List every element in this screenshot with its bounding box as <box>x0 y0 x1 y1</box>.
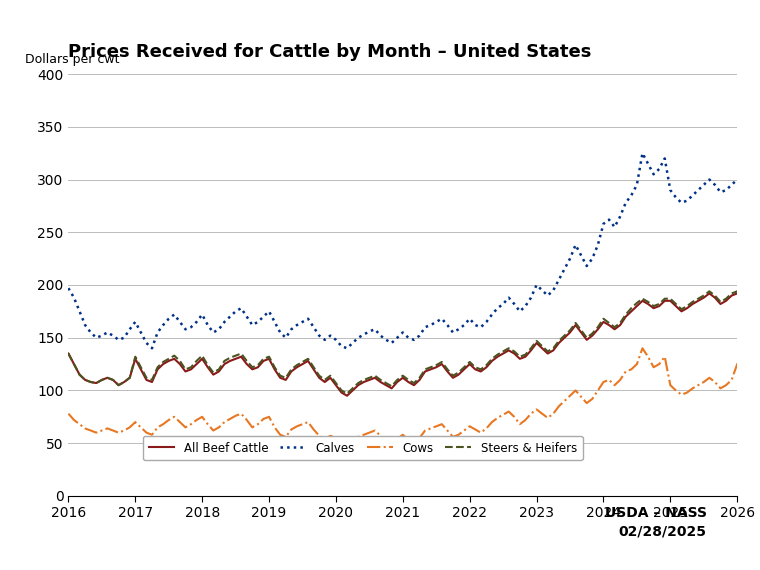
Line: Steers & Heifers: Steers & Heifers <box>68 283 760 394</box>
All Beef Cattle <box>515 356 524 363</box>
All Beef Cattle <box>343 392 352 399</box>
All Beef Cattle <box>477 368 486 375</box>
All Beef Cattle <box>721 298 730 304</box>
Calves <box>64 285 73 292</box>
Text: Dollars per cwt: Dollars per cwt <box>25 52 119 66</box>
Steers & Heifers <box>64 350 73 357</box>
All Beef Cattle <box>97 376 106 383</box>
Calves <box>97 332 106 339</box>
Cows <box>97 427 106 434</box>
Text: USDA – NASS
02/28/2025: USDA – NASS 02/28/2025 <box>605 506 707 539</box>
Steers & Heifers <box>721 295 730 302</box>
Cows <box>666 382 675 389</box>
Calves <box>721 186 730 193</box>
Line: All Beef Cattle: All Beef Cattle <box>68 285 760 396</box>
Calves <box>660 155 670 162</box>
All Beef Cattle <box>487 357 496 364</box>
All Beef Cattle <box>64 350 73 357</box>
All Beef Cattle <box>660 298 670 304</box>
Calves <box>477 324 486 331</box>
Cows <box>638 345 647 352</box>
Cows <box>64 410 73 417</box>
Calves <box>147 345 157 352</box>
Cows <box>515 421 524 428</box>
Cows <box>727 376 736 383</box>
Steers & Heifers <box>477 366 486 373</box>
Steers & Heifers <box>97 376 106 383</box>
Cows <box>477 429 486 436</box>
Calves <box>487 311 496 318</box>
Line: Cows: Cows <box>68 348 760 445</box>
Legend: All Beef Cattle, Calves, Cows, Steers & Heifers: All Beef Cattle, Calves, Cows, Steers & … <box>143 435 583 461</box>
Calves <box>515 308 524 315</box>
Cows <box>487 418 496 425</box>
Cows <box>343 442 352 449</box>
Steers & Heifers <box>660 295 670 302</box>
Steers & Heifers <box>487 356 496 363</box>
Line: Calves: Calves <box>68 105 760 348</box>
Steers & Heifers <box>515 353 524 360</box>
Text: Prices Received for Cattle by Month – United States: Prices Received for Cattle by Month – Un… <box>68 43 592 62</box>
Steers & Heifers <box>343 390 352 397</box>
